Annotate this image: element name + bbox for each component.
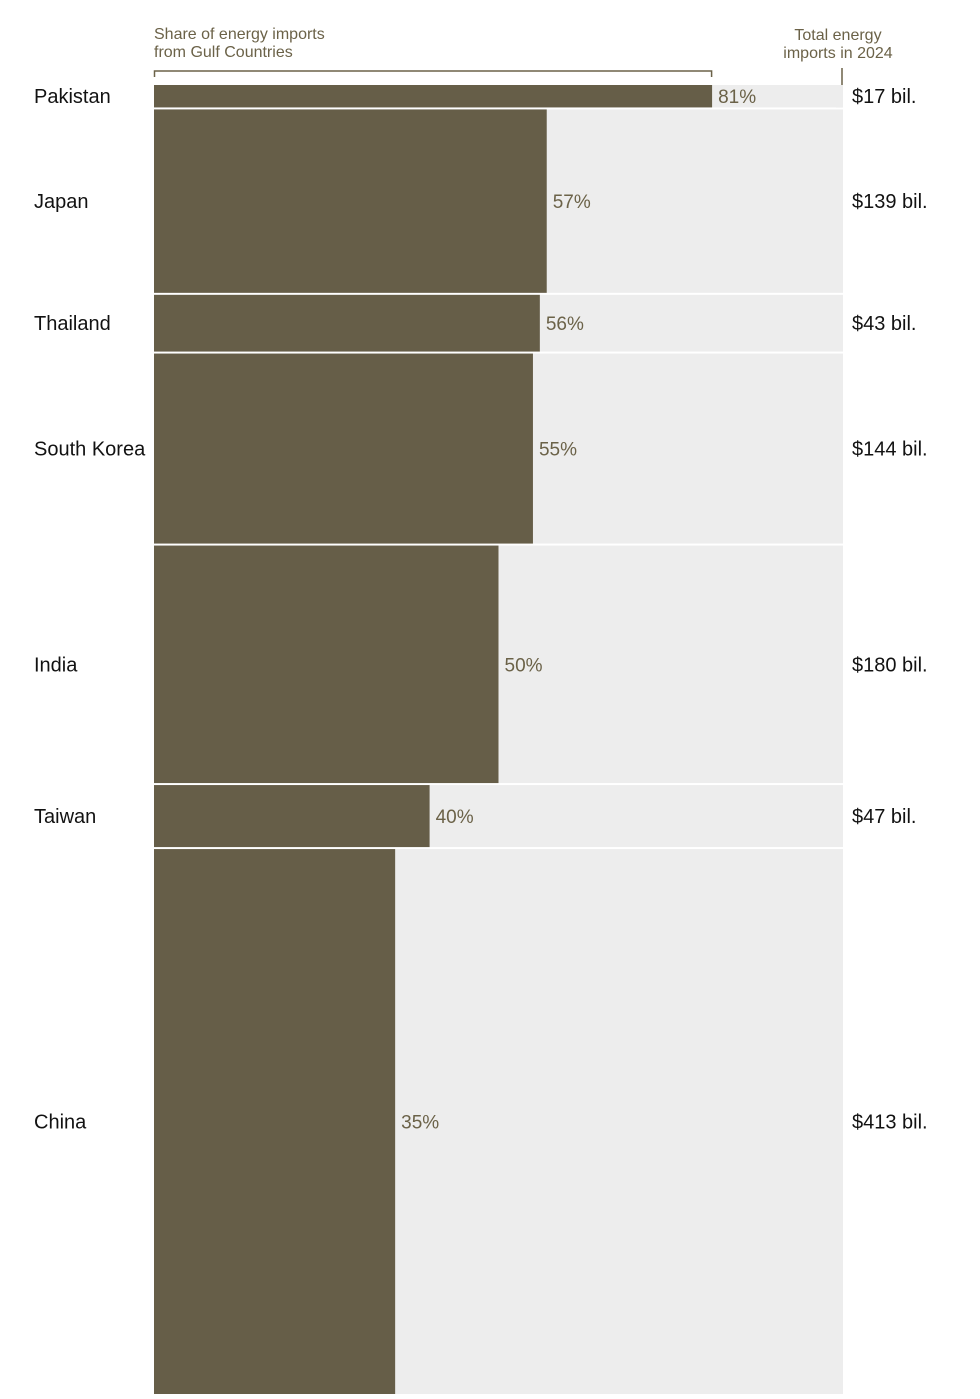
country-label-japan: Japan: [34, 191, 89, 213]
bar-thailand: [154, 294, 540, 352]
country-label-pakistan: Pakistan: [34, 86, 111, 108]
bar-india: [154, 545, 499, 784]
share-bracket: [153, 70, 713, 77]
share-header-line-1: Share of energy imports: [154, 26, 325, 43]
pct-label-thailand: 56%: [546, 314, 584, 335]
country-label-taiwan: Taiwan: [34, 806, 96, 828]
bar-japan: [154, 109, 547, 293]
pct-label-south-korea: 55%: [539, 440, 577, 461]
total-header-line-2: imports in 2024: [783, 45, 892, 62]
bar-pakistan: [154, 85, 713, 108]
labels: Pakistan 81% $17 bil. Japan 57% $139 bil. Thai…: [34, 86, 928, 1133]
country-label-thailand: Thailand: [34, 313, 111, 335]
bar-south-korea: [154, 353, 533, 544]
total-label-japan: $139 bil.: [852, 191, 928, 213]
bar-china: [154, 849, 396, 1394]
share-header-line-2: from Gulf Countries: [154, 44, 293, 61]
country-label-china: China: [34, 1112, 87, 1134]
bar-taiwan: [154, 785, 430, 848]
total-label-thailand: $43 bil.: [852, 313, 917, 335]
total-label-india: $180 bil.: [852, 654, 928, 676]
total-header-line-1: Total energy: [794, 27, 881, 44]
pct-label-japan: 57%: [553, 192, 591, 213]
pct-label-china: 35%: [401, 1113, 439, 1134]
total-label-taiwan: $47 bil.: [852, 806, 917, 828]
pct-label-pakistan: 81%: [718, 87, 756, 108]
country-label-india: India: [34, 654, 78, 676]
total-label-pakistan: $17 bil.: [852, 86, 917, 108]
pct-label-india: 50%: [505, 655, 543, 676]
bars: [154, 85, 843, 1394]
total-label-south-korea: $144 bil.: [852, 439, 928, 461]
total-label-china: $413 bil.: [852, 1112, 928, 1134]
pct-label-taiwan: 40%: [436, 807, 474, 828]
country-label-south-korea: South Korea: [34, 439, 146, 461]
